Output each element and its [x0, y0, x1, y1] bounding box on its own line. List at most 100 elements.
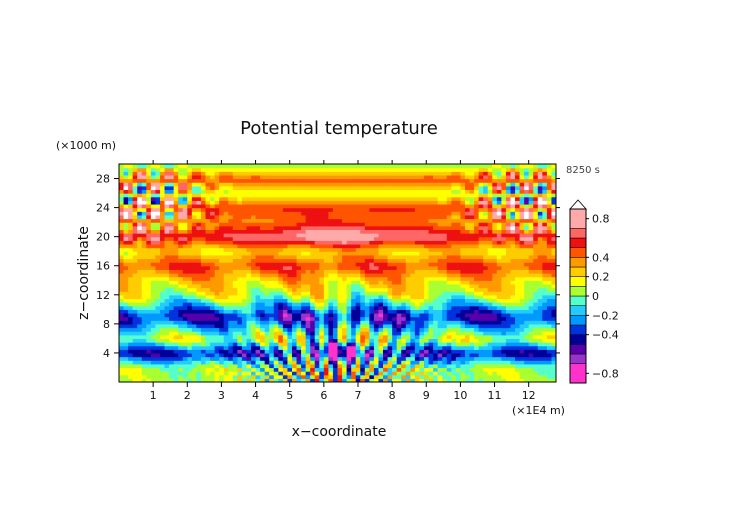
heatmap-cell [159, 298, 166, 303]
heatmap-cell [364, 233, 370, 238]
heatmap-cell [410, 309, 416, 314]
heatmap-cell [255, 254, 261, 260]
heatmap-cell [373, 240, 380, 245]
heatmap-cell [369, 240, 375, 245]
heatmap-cell [182, 276, 188, 281]
heatmap-cell [524, 367, 530, 372]
heatmap-cell [373, 356, 380, 361]
heatmap-cell [214, 276, 220, 281]
heatmap-cell [301, 240, 307, 245]
heatmap-cell [196, 251, 202, 256]
heatmap-cell [255, 323, 261, 329]
heatmap-cell [164, 360, 170, 365]
heatmap-cell [301, 291, 307, 296]
heatmap-cell [159, 207, 166, 212]
heatmap-cell [255, 203, 261, 209]
heatmap-cell [487, 233, 493, 238]
heatmap-cell [392, 312, 398, 318]
heatmap-cell [332, 214, 339, 220]
heatmap-cell [214, 196, 220, 201]
heatmap-cell [419, 312, 425, 318]
heatmap-cell [396, 309, 402, 314]
heatmap-cell [492, 233, 498, 238]
heatmap-cell [191, 334, 197, 339]
heatmap-cell [287, 229, 293, 234]
heatmap-cell [251, 338, 257, 343]
heatmap-cell [533, 247, 539, 252]
heatmap-cell [542, 207, 548, 212]
heatmap-cell [132, 236, 138, 241]
heatmap-cell [287, 327, 293, 332]
heatmap-cell [419, 305, 425, 310]
heatmap-cell [383, 287, 389, 292]
heatmap-cell [510, 342, 516, 347]
heatmap-cell [410, 371, 416, 376]
heatmap-cell [232, 349, 238, 354]
heatmap-cell [169, 269, 175, 274]
heatmap-cell [423, 251, 430, 256]
heatmap-cell [246, 243, 252, 249]
heatmap-cell [291, 323, 298, 329]
heatmap-cell [196, 327, 202, 332]
heatmap-cell [132, 378, 138, 382]
heatmap-cell [346, 262, 352, 267]
heatmap-cell [232, 378, 238, 382]
heatmap-cell [505, 302, 512, 307]
heatmap-cell [219, 225, 225, 230]
heatmap-cell [301, 338, 307, 343]
heatmap-cell [287, 265, 293, 270]
heatmap-cell [273, 233, 279, 238]
heatmap-cell [469, 207, 475, 212]
heatmap-cell [155, 363, 161, 369]
heatmap-cell [446, 374, 452, 379]
heatmap-cell [132, 312, 138, 318]
heatmap-cell [392, 352, 398, 358]
heatmap-cell [132, 352, 138, 358]
heatmap-cell [164, 294, 170, 300]
heatmap-cell [155, 240, 161, 245]
heatmap-cell [537, 342, 543, 347]
heatmap-cell [323, 233, 329, 238]
heatmap-cell [178, 196, 184, 201]
heatmap-cell [278, 218, 284, 223]
heatmap-cell [496, 378, 502, 382]
heatmap-cell [182, 251, 188, 256]
heatmap-cell [278, 229, 284, 234]
heatmap-cell [282, 338, 289, 343]
heatmap-cell [551, 302, 556, 307]
heatmap-cell [369, 269, 375, 274]
heatmap-cell [483, 229, 489, 234]
heatmap-cell [237, 305, 243, 310]
heatmap-cell [342, 193, 348, 198]
heatmap-cell [455, 218, 461, 223]
heatmap-cell [487, 214, 493, 220]
heatmap-cell [269, 240, 275, 245]
heatmap-cell [123, 203, 129, 209]
heatmap-cell [351, 218, 357, 223]
heatmap-cell [505, 265, 512, 270]
heatmap-cell [396, 305, 402, 310]
heatmap-cell [551, 269, 556, 274]
heatmap-cell [396, 251, 402, 256]
heatmap-cell [169, 367, 175, 372]
heatmap-cell [210, 283, 216, 289]
heatmap-cell [155, 323, 161, 329]
heatmap-cell [210, 374, 216, 379]
heatmap-cell [228, 327, 234, 332]
heatmap-cell [546, 240, 553, 245]
heatmap-cell [510, 316, 516, 321]
heatmap-cell [251, 312, 257, 318]
heatmap-cell [423, 342, 430, 347]
heatmap-cell [478, 280, 484, 285]
heatmap-cell [551, 236, 556, 241]
heatmap-cell [173, 302, 179, 307]
heatmap-cell [537, 222, 543, 227]
heatmap-cell [369, 211, 375, 216]
heatmap-cell [383, 298, 389, 303]
heatmap-cell [264, 225, 270, 230]
heatmap-cell [551, 378, 556, 382]
heatmap-cell [159, 367, 166, 372]
heatmap-cell [196, 269, 202, 274]
heatmap-cell [369, 280, 375, 285]
